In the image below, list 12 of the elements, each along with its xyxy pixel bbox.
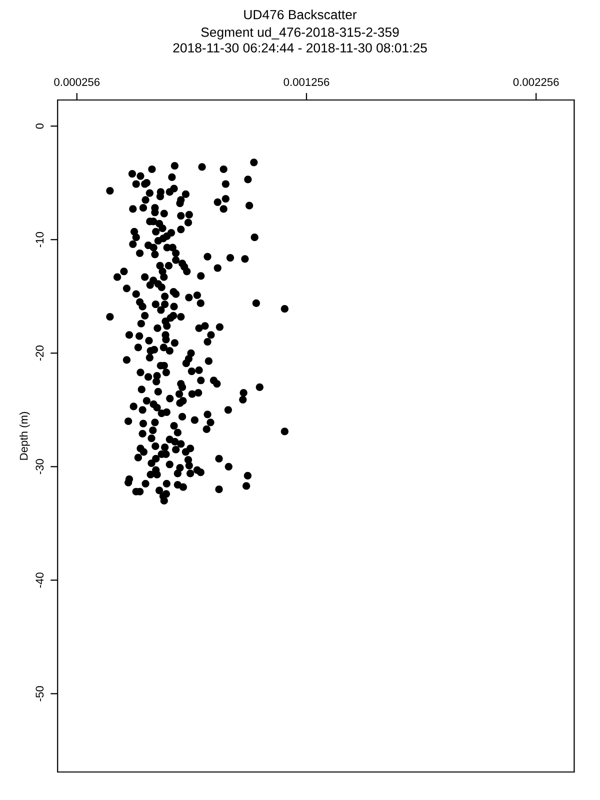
x-tick-label: 0.002256 xyxy=(513,78,559,86)
x-tick-label: 0.000256 xyxy=(54,78,100,86)
y-tick-label: -20 xyxy=(36,346,44,361)
y-tick-label: -40 xyxy=(36,572,44,588)
chart-title: UD476 Backscatter xyxy=(244,10,357,20)
y-tick-label: -50 xyxy=(36,686,44,702)
y-tick-label: -30 xyxy=(36,459,44,474)
y-tick-label: -10 xyxy=(36,232,44,248)
x-tick-label: 0.001256 xyxy=(284,78,330,86)
chart-subtitle: Segment ud_476-2018-315-2-359 2018-11-30 06:24:44 - 2018-11-30 08:01:25 xyxy=(173,27,427,53)
y-axis-title: Depth (m) xyxy=(20,412,30,460)
y-tick-label: 0 xyxy=(36,123,44,129)
